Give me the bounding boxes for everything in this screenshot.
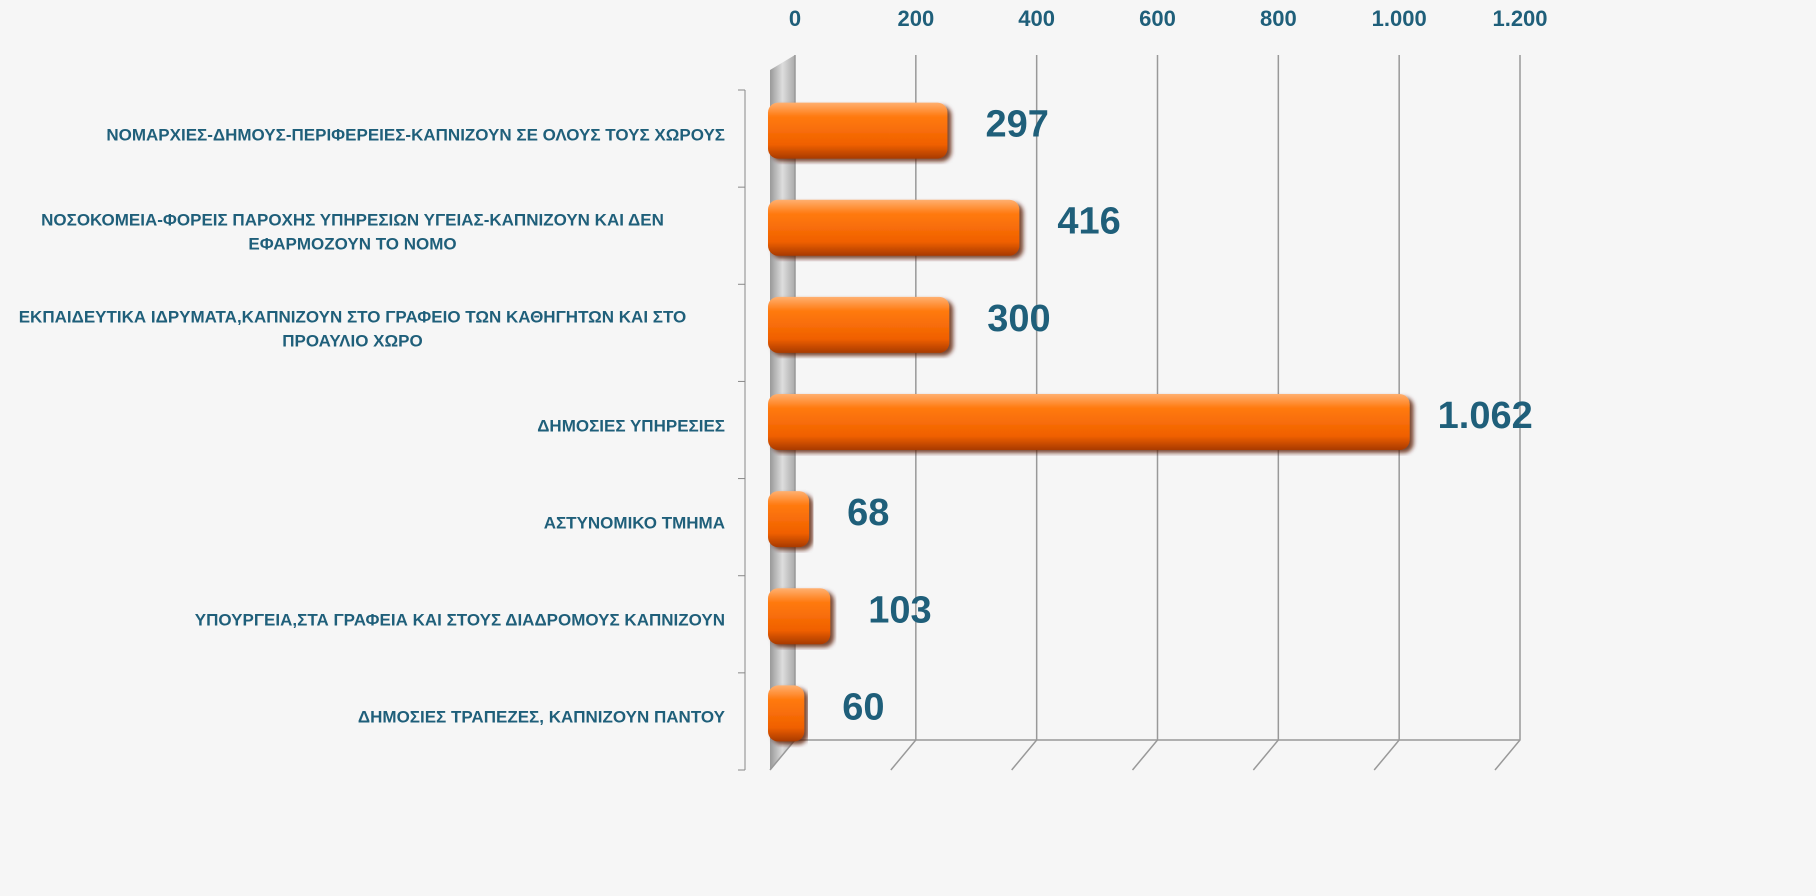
- value-label: 416: [1057, 201, 1120, 243]
- category-text: ΕΚΠΑΙΔΕΥΤΙΚΑ ΙΔΡΥΜΑΤΑ,ΚΑΠΝΙΖΟΥΝ ΣΤΟ ΓΡΑΦ…: [18, 307, 687, 351]
- category-text: ΔΗΜΟΣΙΕΣ ΥΠΗΡΕΣΙΕΣ: [537, 416, 725, 436]
- x-tick-label: 1.200: [1492, 6, 1547, 31]
- category-text: ΥΠΟΥΡΓΕΙΑ,ΣΤΑ ΓΡΑΦΕΙΑ ΚΑΙ ΣΤΟΥΣ ΔΙΑΔΡΟΜΟ…: [194, 610, 725, 630]
- value-label: 68: [847, 492, 889, 534]
- bar: [768, 491, 810, 548]
- category-label: ΔΗΜΟΣΙΕΣ ΥΠΗΡΕΣΙΕΣ: [0, 415, 725, 440]
- category-label: ΔΗΜΟΣΙΕΣ ΤΡΑΠΕΖΕΣ, ΚΑΠΝΙΖΟΥΝ ΠΑΝΤΟΥ: [0, 706, 725, 731]
- x-tick-label: 600: [1139, 6, 1176, 31]
- value-label: 1.062: [1438, 395, 1533, 437]
- bar: [768, 685, 805, 742]
- x-tick-label: 1.000: [1372, 6, 1427, 31]
- category-text: ΝΟΜΑΡΧΙΕΣ-ΔΗΜΟΥΣ-ΠΕΡΙΦΕΡΕΙΕΣ-ΚΑΠΝΙΖΟΥΝ Σ…: [106, 125, 725, 145]
- category-text: ΝΟΣΟΚΟΜΕΙΑ-ΦΟΡΕΙΣ ΠΑΡΟΧΗΣ ΥΠΗΡΕΣΙΩΝ ΥΓΕΙ…: [41, 210, 664, 254]
- value-label: 300: [987, 298, 1050, 340]
- category-text: ΔΗΜΟΣΙΕΣ ΤΡΑΠΕΖΕΣ, ΚΑΠΝΙΖΟΥΝ ΠΑΝΤΟΥ: [357, 708, 725, 728]
- category-label: ΑΣΤΥΝΟΜΙΚΟ ΤΜΗΜΑ: [0, 512, 725, 537]
- bar: [768, 394, 1410, 450]
- value-label: 103: [868, 589, 931, 631]
- bar: [768, 199, 1020, 256]
- bar: [768, 588, 831, 645]
- category-text: ΑΣΤΥΝΟΜΙΚΟ ΤΜΗΜΑ: [543, 513, 725, 533]
- value-label: 60: [842, 686, 884, 728]
- x-tick-label: 0: [789, 6, 801, 31]
- x-tick-label: 400: [1018, 6, 1055, 31]
- category-label: ΕΚΠΑΙΔΕΥΤΙΚΑ ΙΔΡΥΜΑΤΑ,ΚΑΠΝΙΖΟΥΝ ΣΤΟ ΓΡΑΦ…: [0, 305, 725, 354]
- bar: [768, 102, 948, 159]
- category-label: ΝΟΣΟΚΟΜΕΙΑ-ΦΟΡΕΙΣ ΠΑΡΟΧΗΣ ΥΠΗΡΕΣΙΩΝ ΥΓΕΙ…: [0, 208, 725, 257]
- x-tick-label: 800: [1260, 6, 1297, 31]
- x-tick-label: 200: [897, 6, 934, 31]
- bar: [768, 296, 950, 353]
- category-label: ΝΟΜΑΡΧΙΕΣ-ΔΗΜΟΥΣ-ΠΕΡΙΦΕΡΕΙΕΣ-ΚΑΠΝΙΖΟΥΝ Σ…: [0, 123, 725, 148]
- category-label: ΥΠΟΥΡΓΕΙΑ,ΣΤΑ ΓΡΑΦΕΙΑ ΚΑΙ ΣΤΟΥΣ ΔΙΑΔΡΟΜΟ…: [0, 609, 725, 634]
- value-label: 297: [985, 104, 1048, 146]
